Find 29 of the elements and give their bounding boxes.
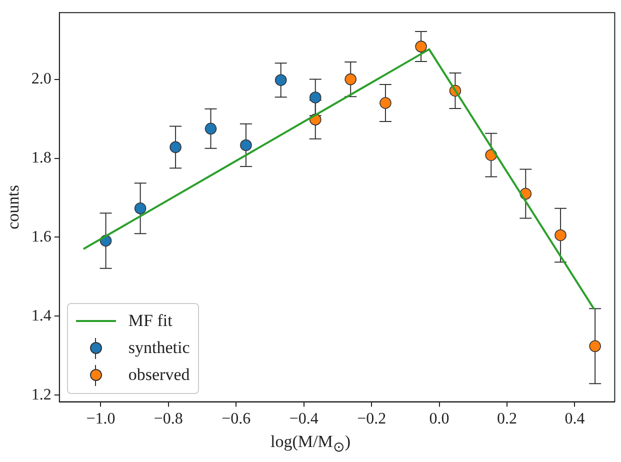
legend-label: observed [128,365,190,386]
point [380,97,392,109]
y-axis-title: counts [4,185,23,230]
point [274,74,287,86]
point [240,139,252,152]
x-tick-label: −0.2 [357,410,386,428]
point [344,73,356,86]
legend-label: synthetic [128,338,190,358]
y-tick-label: 1.6 [31,228,52,246]
legend-label: MF fit [128,311,172,332]
point [204,122,217,135]
point [170,141,182,154]
y-tick-label: 2.0 [31,70,52,88]
x-tick-label: 0.2 [497,410,518,428]
x-tick-label: 0.4 [564,410,585,428]
y-tick-label: 1.4 [31,307,52,324]
point [415,40,427,52]
x-tick-label: −1.0 [86,410,116,428]
x-tick-label: −0.4 [289,410,318,428]
x-tick-label: −0.6 [222,410,251,428]
x-tick-label: 0.0 [429,410,450,428]
point [309,92,322,104]
x-tick-label: −0.8 [154,410,183,428]
y-tick-label: 1.2 [31,386,52,404]
x-axis-title: log(M/M$_{⊙}$) [269,432,352,456]
point [134,202,146,214]
y-tick-label: 1.8 [31,149,52,166]
point [589,340,601,352]
point [554,229,566,242]
